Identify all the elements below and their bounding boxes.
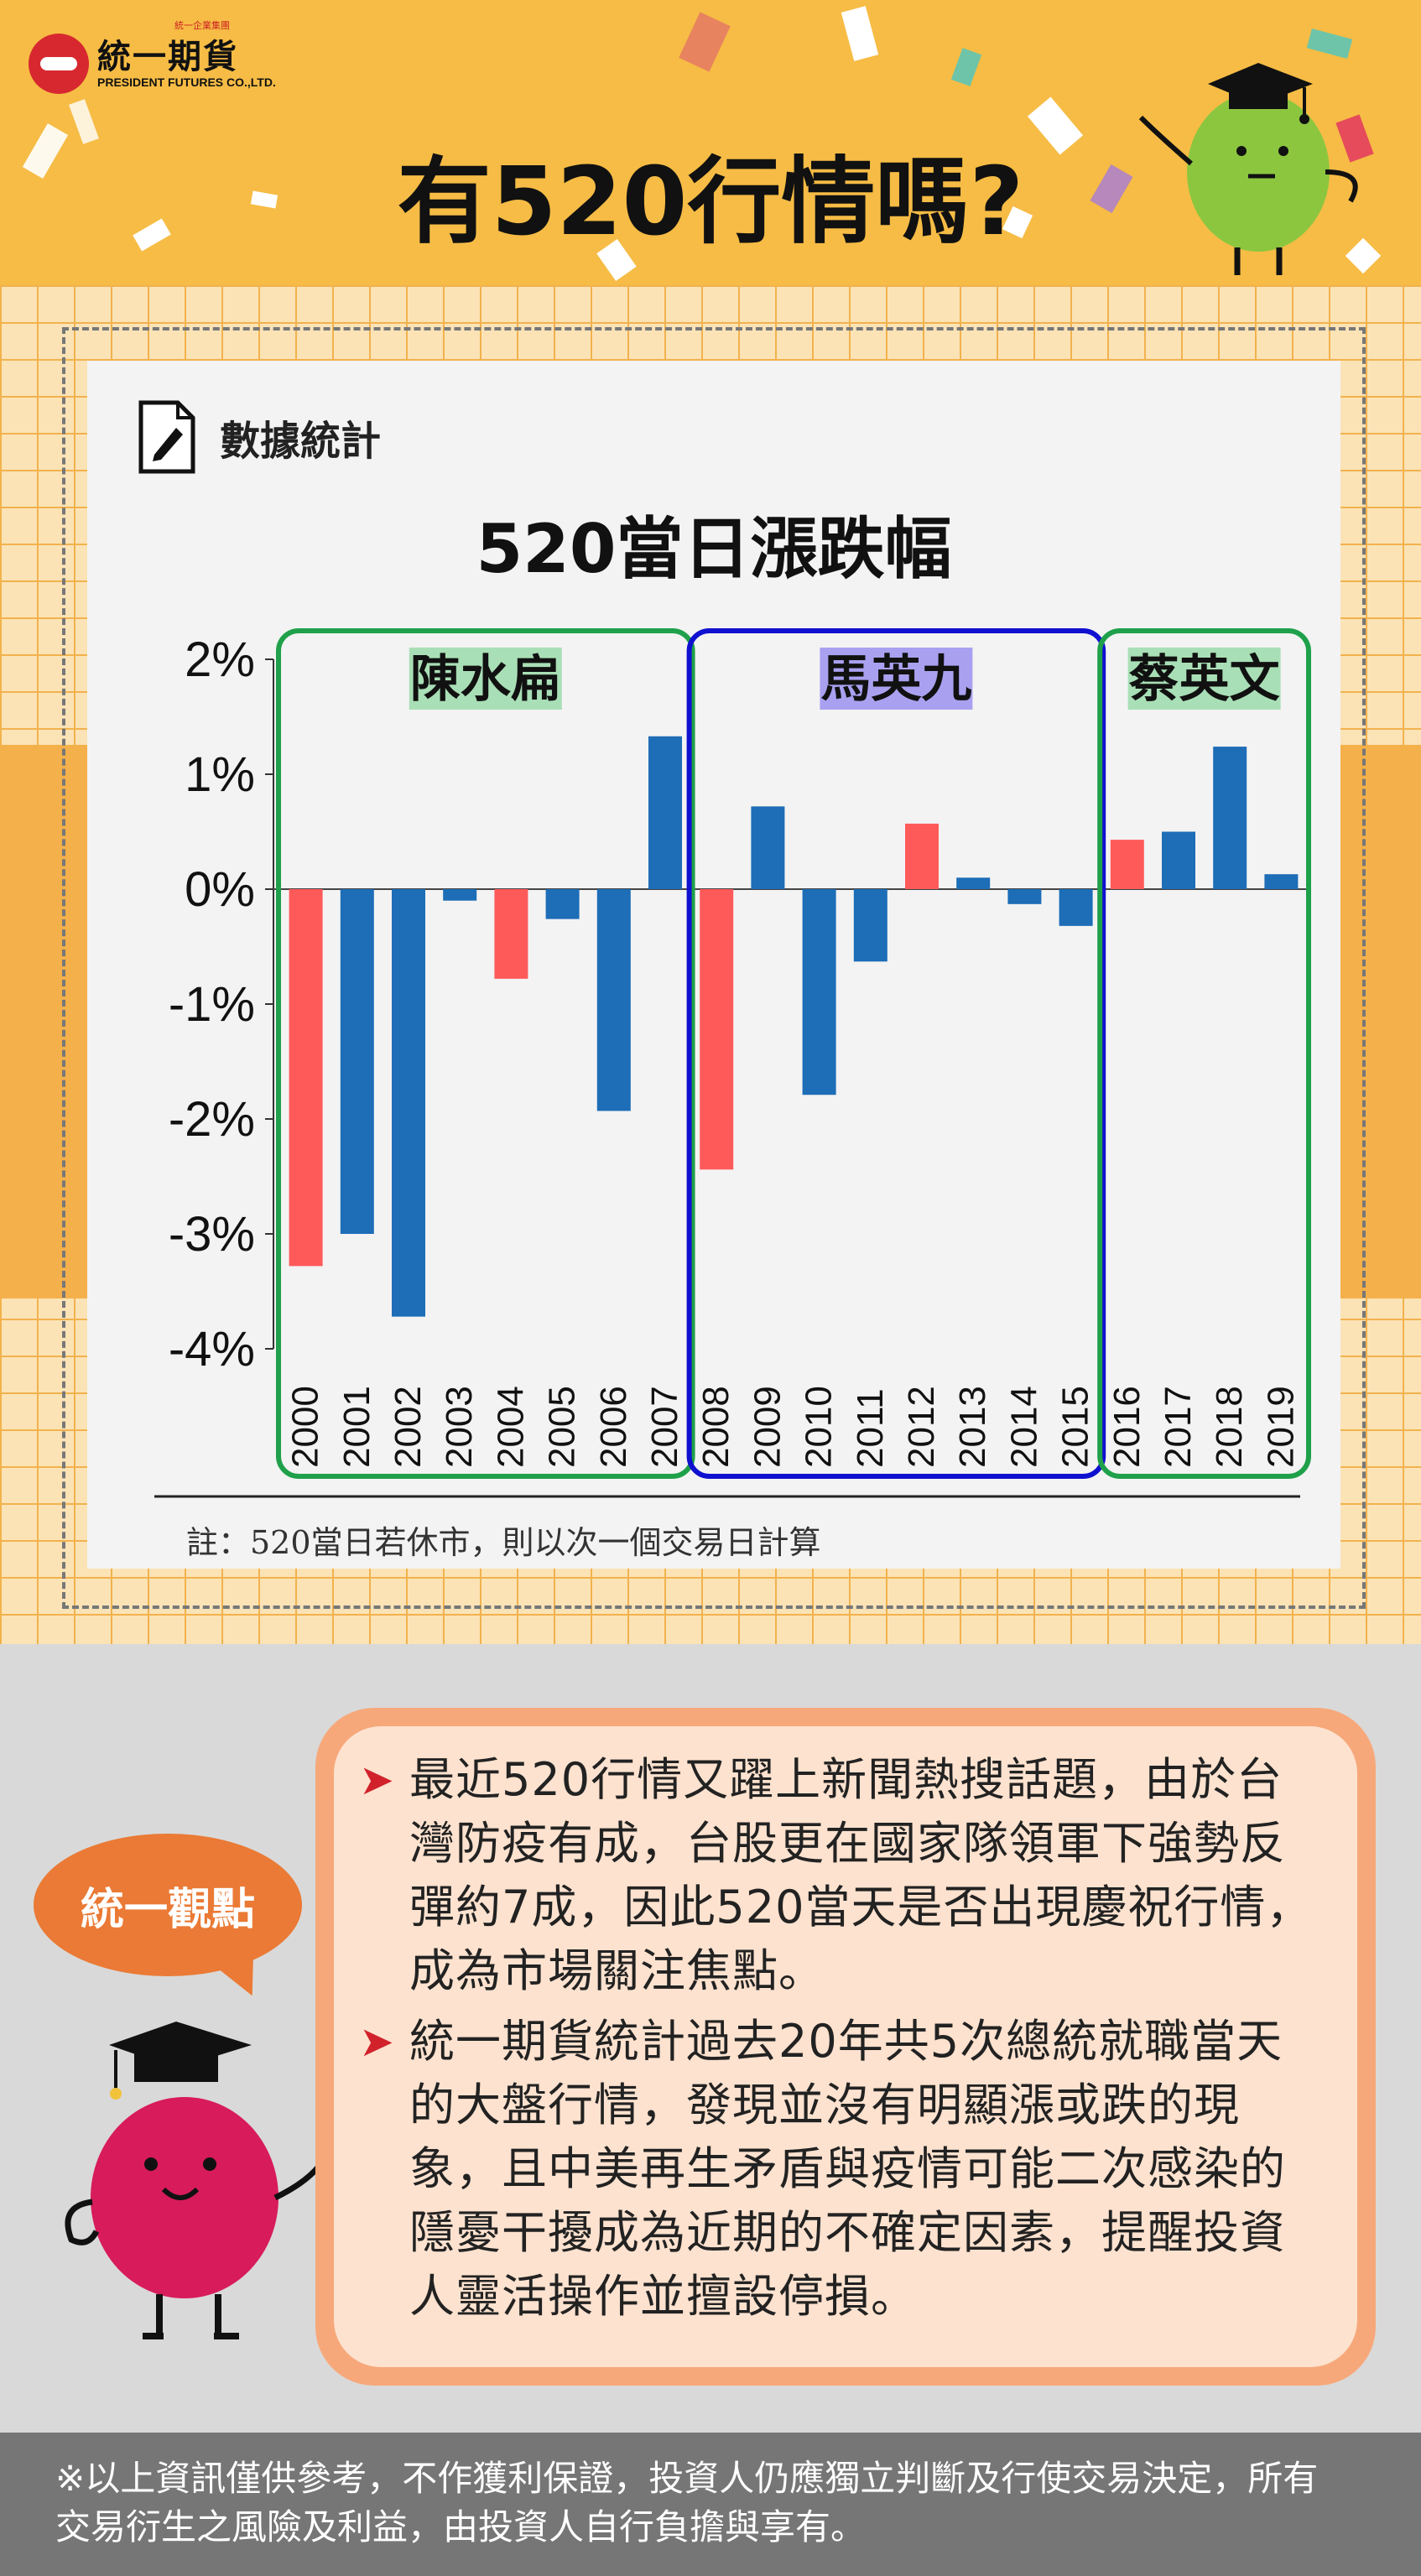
x-tick-label: 2003 [439,1386,480,1468]
arrow-bullet-icon: ➤ [359,2017,394,2066]
bar [905,823,939,889]
x-tick-label: 2017 [1158,1386,1199,1468]
bar [494,889,528,979]
x-tick-label: 2009 [747,1386,788,1468]
x-tick-label: 2008 [695,1386,737,1468]
bar [289,889,323,1267]
speech-bubble [34,1834,302,1976]
bar [1110,840,1144,889]
bar [648,736,682,889]
president-group-label: 蔡英文 [1129,650,1280,709]
confetti-decoration [950,48,982,86]
x-tick-label: 2013 [952,1386,993,1468]
bar-chart: 2% 1% 0% -1% -2% -3% -4% 2000 2001 2002 2003 2004 20… [154,628,1311,1498]
logo-name: 統一期貨 [97,38,238,76]
president-label-background [409,648,562,710]
bar [443,889,477,901]
bar [751,806,785,889]
bar [1162,831,1195,889]
y-tick-label: 2% [185,632,255,687]
viewpoint-badge: 統一觀點 [80,1884,255,1935]
x-tick-label: 2018 [1209,1386,1250,1468]
bar [1264,874,1299,889]
x-tick-label: 2011 [850,1388,891,1468]
x-tick-label: 2014 [1003,1386,1044,1468]
header: 統一期貨 PRESIDENT FUTURES CO.,LTD. 統一企業集團 有… [0,0,1421,285]
logo-english-name: PRESIDENT FUTURES CO.,LTD. [97,75,276,89]
y-tick-label: 1% [185,747,255,802]
bar [596,889,631,1111]
page-title: 有520行情嗎? [397,148,1024,257]
chart-footnote: 註：520當日若休市，則以次一個交易日計算 [186,1524,821,1561]
bar [340,889,374,1234]
y-tick-label: -4% [169,1322,255,1376]
president-group-box [1097,628,1311,1479]
pink-mascot-illustration [65,2022,335,2339]
president-group-box [276,628,695,1479]
president-group-box [686,628,1106,1479]
x-tick-label: 2019 [1260,1386,1301,1468]
bar [853,889,887,962]
y-tick-label: -3% [169,1207,255,1262]
x-tick-label: 2000 [285,1386,326,1468]
logo-tagline: 統一企業集團 [174,20,230,31]
dashed-frame [62,327,1366,1609]
x-tick-label: 2005 [542,1386,583,1468]
president-label-background [1127,648,1281,710]
president-label-background [820,648,973,710]
chart-title: 520當日漲跌幅 [476,510,952,588]
x-tick-label: 2015 [1055,1386,1096,1468]
x-tick-label: 2006 [593,1386,634,1468]
green-mascot-illustration [1138,63,1358,275]
y-tick-label: -2% [169,1092,255,1147]
viewpoint-bullet: ➤ 最近520行情又躍上新聞熱搜話題，由於台灣防疫有成，台股更在國家隊領軍下強勢… [359,1748,1349,2003]
confetti-decoration [679,12,731,72]
bar [1007,889,1042,904]
bar [392,889,425,1317]
confetti-decoration [841,6,879,61]
viewpoint-bullet-text: 最近520行情又躍上新聞熱搜話題，由於台灣防疫有成，台股更在國家隊領軍下強勢反彈… [409,1753,1313,1997]
bar [545,889,580,919]
section-label: 數據統計 [220,418,382,465]
y-tick-label: -1% [169,977,255,1032]
x-tick-label: 2001 [336,1386,377,1468]
disclaimer-text: ※以上資訊僅供參考，不作獲利保證，投資人仍應獨立判斷及行使交易決定，所有交易衍生… [55,2458,1319,2547]
x-tick-label: 2002 [388,1386,429,1468]
president-group-label: 馬英九 [820,650,971,709]
x-tick-label: 2007 [644,1386,685,1468]
viewpoint-bullet: ➤ 統一期貨統計過去20年共5次總統就職當天的大盤行情，發現並沒有明顯漲或跌的現… [359,2010,1349,2329]
bar [802,889,836,1095]
viewpoint-bullet-text: 統一期貨統計過去20年共5次總統就職當天的大盤行情，發現並沒有明顯漲或跌的現象，… [409,2015,1286,2323]
president-group-label: 陳水扁 [410,650,561,709]
arrow-bullet-icon: ➤ [359,1756,394,1804]
y-tick-label: 0% [185,862,255,917]
footer [0,2433,1421,2576]
x-tick-label: 2010 [799,1386,840,1468]
bar [956,877,991,889]
logo-mark-icon [29,34,89,94]
document-pencil-icon [138,400,195,474]
company-logo: 統一期貨 PRESIDENT FUTURES CO.,LTD. [29,30,276,97]
x-tick-label: 2016 [1106,1386,1148,1468]
bar [700,889,734,1170]
x-tick-label: 2004 [490,1386,531,1468]
viewpoint-callout-inner [334,1726,1357,2367]
bar [1213,747,1247,889]
bar [1059,889,1093,926]
x-tick-label: 2012 [901,1386,942,1468]
